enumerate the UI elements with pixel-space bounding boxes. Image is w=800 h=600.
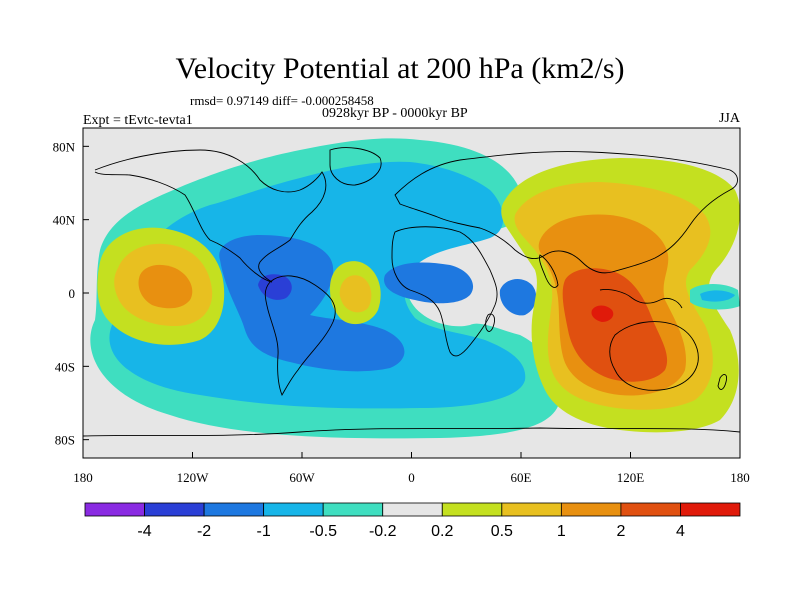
y-tick-label: 0: [69, 286, 76, 301]
coast-eurasia: [394, 151, 738, 274]
x-tick-label: 0: [408, 470, 415, 485]
experiment-label: Expt = tEvtc-tevta1: [83, 113, 193, 128]
colorbar-label: 0.5: [491, 523, 513, 540]
x-tick-label: 180: [73, 470, 93, 485]
contour-fills: [90, 138, 740, 439]
fill-band-neg1-io: [499, 278, 537, 316]
colorbar-box: [144, 502, 205, 517]
colorbar-box: [203, 502, 265, 517]
coast-new-zealand: [717, 374, 727, 390]
colorbar-label: -1: [257, 523, 271, 540]
period-subtitle: 0928kyr BP - 0000kyr BP: [322, 106, 468, 121]
y-tick-label: 40N: [53, 213, 76, 228]
colorbar-box: [620, 502, 681, 517]
fill-band-neg05-wpac: [700, 290, 735, 302]
colorbar-label: -4: [137, 523, 151, 540]
colorbar-label: -2: [197, 523, 211, 540]
coast-africa: [391, 226, 498, 357]
fill-band-pos1-pac: [138, 264, 193, 309]
x-axis: 180 120W 60W 0 60E 120E 180: [73, 452, 750, 485]
coast-south-america: [264, 275, 336, 397]
colorbar-box: [382, 502, 443, 517]
colorbar-box: [322, 502, 384, 517]
y-tick-label: 80S: [55, 433, 75, 448]
fill-band-pos05-atl: [339, 275, 372, 313]
x-tick-label: 60E: [511, 470, 532, 485]
coast-north-america: [94, 149, 327, 283]
x-tick-label: 120E: [617, 470, 645, 485]
coast-antarctica: [83, 427, 740, 437]
x-tick-label: 60W: [289, 470, 315, 485]
coast-greenland: [329, 147, 382, 186]
y-axis: 80N 40N 0 40S 80S: [53, 139, 89, 448]
y-tick-label: 40S: [55, 359, 75, 374]
colorbar: -4 -2 -1 -0.5 -0.2 0.2 0.5 1 2 4: [84, 502, 741, 540]
coast-madagascar: [485, 313, 495, 332]
fill-band-pos4: [591, 305, 614, 322]
fill-band-neg1-atl: [384, 262, 474, 304]
x-tick-label: 180: [730, 470, 750, 485]
colorbar-label: 1: [557, 523, 566, 540]
colorbar-box: [263, 502, 324, 517]
colorbar-label: 2: [616, 523, 625, 540]
stats-line: rmsd= 0.97149 diff= -0.000258458: [190, 93, 374, 108]
colorbar-label: 4: [676, 523, 685, 540]
fill-band-pos2: [562, 268, 668, 382]
y-tick-label: 80N: [53, 139, 76, 154]
fill-band-neg2: [258, 274, 292, 300]
coast-australia: [609, 321, 699, 391]
colorbar-box: [560, 502, 622, 517]
coast-maritime: [599, 289, 683, 309]
chart-title: Velocity Potential at 200 hPa (km2/s): [175, 52, 625, 85]
colorbar-box: [84, 502, 145, 517]
season-label: JJA: [718, 111, 740, 126]
colorbar-label: -0.5: [309, 523, 337, 540]
colorbar-label: 0.2: [431, 523, 453, 540]
coast-india: [539, 254, 559, 288]
colorbar-box: [680, 502, 741, 517]
fill-band-neg1: [219, 235, 405, 372]
x-tick-label: 120W: [177, 470, 210, 485]
colorbar-box: [441, 502, 503, 517]
colorbar-label: -0.2: [369, 523, 397, 540]
colorbar-box: [501, 502, 562, 517]
coastlines: [83, 147, 740, 437]
